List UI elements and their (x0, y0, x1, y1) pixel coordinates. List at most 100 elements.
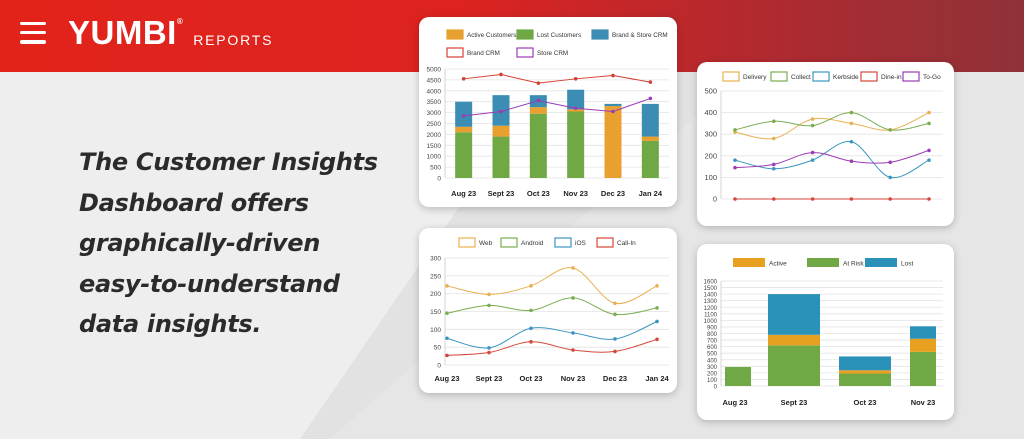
bar-segment (455, 132, 473, 178)
series-line (463, 97, 651, 117)
legend-label: At Risk (843, 261, 864, 268)
data-point (772, 162, 776, 167)
bar-segment (641, 136, 659, 141)
series-line (446, 321, 658, 349)
data-point (810, 197, 815, 201)
y-tick-label: 4500 (427, 77, 442, 84)
data-point (733, 158, 737, 162)
data-point (611, 73, 615, 78)
legend-swatch (591, 29, 609, 40)
data-point (571, 296, 575, 300)
legend-swatch (446, 47, 464, 58)
data-point (772, 166, 776, 171)
y-tick-label: 3500 (427, 99, 442, 106)
legend-label: Dine-in (881, 74, 902, 81)
data-point (772, 136, 776, 141)
data-point (733, 165, 737, 170)
data-point (733, 197, 737, 201)
series-line (734, 112, 930, 131)
bar-segment (567, 89, 585, 110)
data-point (648, 80, 653, 84)
data-point (499, 72, 503, 77)
tagline: The Customer Insights Dashboard offers g… (79, 142, 379, 345)
y-tick-label: 3000 (427, 110, 442, 117)
legend-swatch (865, 258, 897, 267)
series-line (463, 73, 651, 84)
tagline-line: data insights. (79, 310, 262, 338)
legend-swatch (860, 71, 878, 82)
data-point (487, 350, 491, 355)
y-tick-label: 800 (707, 332, 718, 338)
bar-segment (839, 370, 891, 374)
orders-chart-card: 0 100 200 300 400 500 Delivery Collect Kerbside D… (697, 62, 954, 226)
legend-swatch (807, 258, 839, 267)
y-tick-label: 900 (707, 325, 718, 331)
legend-label: Lost (901, 261, 913, 268)
y-tick-label: 400 (707, 358, 718, 364)
bar-segment (529, 107, 547, 114)
data-point (487, 346, 491, 350)
data-point (888, 128, 892, 132)
bar-segment (910, 326, 936, 339)
data-point (536, 98, 541, 103)
data-point (648, 96, 653, 101)
legend-label: iOS (575, 240, 587, 247)
data-point (529, 284, 533, 288)
data-point (613, 337, 617, 341)
x-tick-label: Sept 23 (781, 398, 808, 407)
x-tick-label: Oct 23 (527, 189, 550, 198)
data-point (927, 158, 931, 162)
x-tick-label: Oct 23 (854, 398, 877, 407)
x-tick-label: Jan 24 (639, 189, 663, 198)
y-tick-label: 1000 (427, 154, 442, 161)
y-tick-label: 500 (707, 352, 718, 358)
y-tick-label: 250 (430, 273, 441, 280)
series-line (446, 297, 658, 316)
customers-chart-card: 0 500 1000 1500 2000 2500 3000 3500 4000 4500 5000… (419, 17, 677, 207)
data-point (613, 301, 617, 306)
data-point (849, 197, 854, 201)
bar-segment (725, 366, 751, 386)
legend-label: Active Customers (467, 32, 516, 39)
y-tick-label: 1100 (704, 312, 718, 318)
y-tick-label: 1000 (704, 319, 718, 325)
y-tick-label: 500 (430, 165, 441, 172)
data-point (529, 326, 533, 331)
data-point (529, 308, 533, 313)
x-tick-label: Jan 24 (645, 374, 669, 383)
data-point (888, 160, 892, 165)
legend-swatch (770, 71, 788, 82)
legend-label: Kerbside (833, 74, 859, 81)
data-point (445, 284, 449, 288)
bar-segment (839, 356, 891, 371)
bar-segment (641, 103, 659, 137)
menu-icon[interactable] (20, 21, 46, 44)
bar-segment (529, 113, 547, 178)
legend-swatch (596, 237, 614, 248)
x-tick-label: Dec 23 (603, 374, 627, 383)
data-point (655, 337, 659, 342)
x-tick-label: Nov 23 (911, 398, 936, 407)
x-tick-label: Oct 23 (520, 374, 543, 383)
data-point (613, 312, 617, 317)
tagline-line: Dashboard offers (79, 188, 309, 217)
data-point (888, 197, 892, 201)
series-line (446, 338, 658, 356)
data-point (927, 121, 931, 126)
legend-label: Collect (791, 74, 811, 81)
legend-swatch (733, 258, 765, 267)
y-tick-label: 600 (707, 345, 718, 351)
x-tick-label: Aug 23 (451, 189, 476, 198)
data-point (810, 117, 815, 121)
data-point (571, 331, 575, 335)
y-tick-label: 1600 (704, 280, 718, 286)
bar-segment (768, 294, 820, 335)
channels-chart-card: 0 50 100 150 200 250 300 Aug 23 Sept 23 Oct 23 Nov… (419, 228, 677, 393)
x-tick-label: Sept 23 (476, 374, 503, 383)
data-point (445, 311, 449, 316)
y-tick-label: 200 (430, 291, 441, 298)
y-tick-label: 1400 (704, 293, 718, 299)
data-point (772, 197, 776, 201)
legend-swatch (516, 47, 534, 58)
data-point (888, 175, 892, 180)
